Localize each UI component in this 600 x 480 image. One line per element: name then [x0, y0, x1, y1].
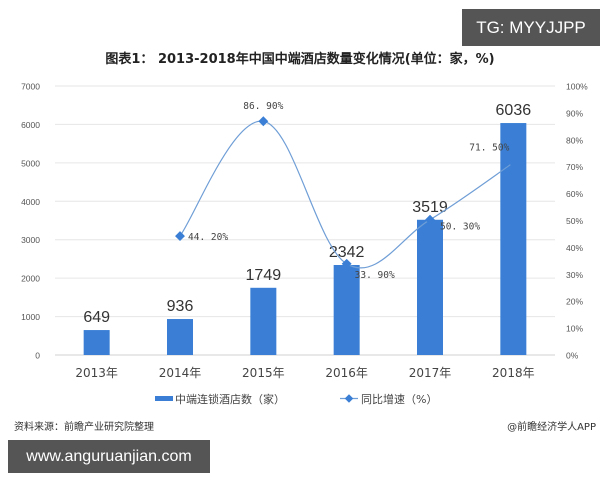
line-value-label: 44. 20% — [188, 232, 228, 243]
bar-value-label: 936 — [167, 298, 194, 315]
y-left-tick-label: 4000 — [21, 197, 40, 207]
bar — [83, 330, 110, 355]
watermark-site-badge: www.anguruanjian.com — [8, 440, 210, 473]
bar-value-label: 649 — [83, 309, 110, 326]
x-axis: 2013年 2014年 2015年 2016年 2017年 2018年 — [75, 366, 534, 380]
y-right-tick-label: 80% — [566, 135, 583, 145]
y-right-tick-label: 10% — [566, 324, 583, 334]
credit-note: @前瞻经济学人APP — [507, 422, 596, 433]
y-axis-left: 0 1000 2000 3000 4000 5000 6000 7000 — [21, 82, 40, 361]
line-marker-diamond — [341, 258, 352, 269]
x-tick-label: 2013年 — [75, 366, 118, 380]
gridlines — [55, 85, 555, 356]
bar — [333, 265, 360, 355]
y-right-tick-label: 100% — [566, 82, 588, 92]
line-value-label: 71. 50% — [469, 143, 509, 154]
line-marker-diamond — [425, 214, 435, 225]
watermark-tg-badge: TG: MYYJJPP — [462, 9, 600, 46]
x-tick-label: 2018年 — [492, 366, 535, 380]
y-right-tick-label: 60% — [566, 189, 583, 199]
legend: 中端连锁酒店数（家） 同比增速（%） — [155, 392, 437, 406]
bar — [167, 319, 193, 355]
y-left-tick-label: 1000 — [21, 312, 40, 322]
line-value-label: 50. 30% — [440, 222, 480, 233]
line-series: 44. 20% 86. 90% 33. 90% 50. 30% 71. 50% — [175, 101, 519, 281]
growth-line — [179, 120, 514, 269]
y-left-tick-label: 6000 — [21, 120, 40, 130]
legend-bar-swatch — [155, 396, 173, 401]
bar-value-label: 2342 — [329, 244, 365, 261]
y-right-tick-label: 70% — [566, 162, 583, 172]
bar-value-label: 1749 — [246, 267, 282, 284]
y-left-tick-label: 5000 — [21, 158, 40, 168]
line-marker-diamond — [175, 231, 185, 242]
y-right-tick-label: 30% — [566, 270, 583, 280]
bar-value-label: 6036 — [496, 102, 532, 119]
y-left-tick-label: 0 — [35, 351, 40, 361]
x-tick-label: 2017年 — [409, 366, 452, 380]
y-right-tick-label: 40% — [566, 243, 583, 253]
y-left-tick-label: 2000 — [21, 274, 40, 284]
chart-title: 图表1： 2013-2018年中国中端酒店数量变化情况(单位：家，%) — [105, 52, 495, 67]
legend-diamond-icon — [344, 394, 354, 403]
y-right-tick-label: 0% — [566, 351, 579, 361]
x-tick-label: 2014年 — [159, 366, 202, 380]
bar-value-label: 3519 — [412, 199, 448, 216]
y-right-tick-label: 50% — [566, 216, 583, 226]
bar — [250, 287, 277, 355]
y-left-tick-label: 3000 — [21, 235, 40, 245]
y-right-tick-label: 90% — [566, 108, 583, 118]
x-tick-label: 2016年 — [325, 366, 368, 380]
legend-bar-label: 中端连锁酒店数（家） — [175, 392, 285, 406]
line-value-label: 33. 90% — [355, 270, 395, 281]
source-note: 资料来源：前瞻产业研究院整理 — [14, 422, 154, 433]
y-axis-right: 0% 10% 20% 30% 40% 50% 60% 70% 80% 90% 100% — [566, 82, 588, 361]
bar — [417, 219, 443, 355]
y-left-tick-label: 7000 — [21, 82, 40, 92]
line-value-label: 86. 90% — [243, 101, 283, 112]
x-tick-label: 2015年 — [242, 366, 285, 380]
legend-line-label: 同比增速（%） — [361, 392, 437, 406]
y-right-tick-label: 20% — [566, 297, 583, 307]
